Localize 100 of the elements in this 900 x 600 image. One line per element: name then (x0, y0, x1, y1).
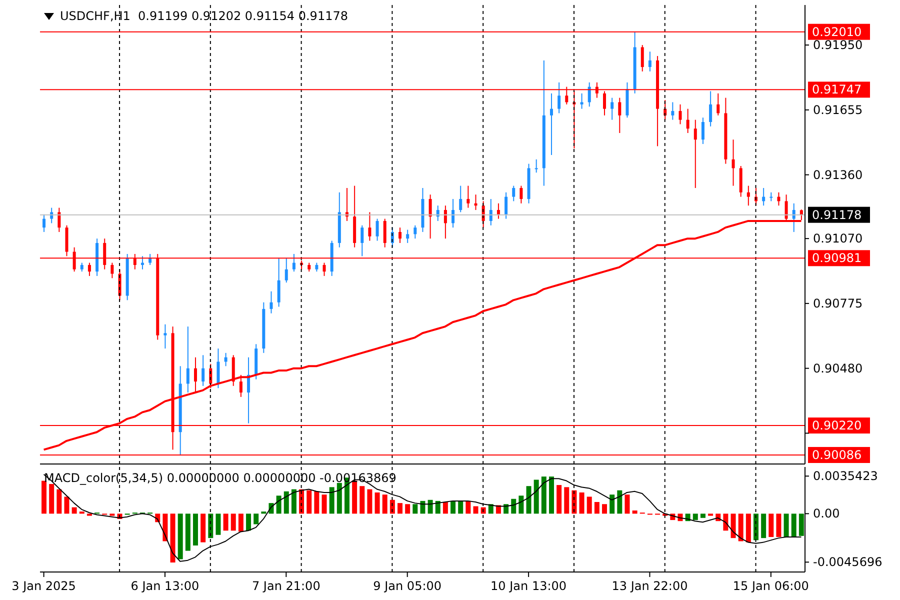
x-tick-label: 7 Jan 21:00 (252, 579, 320, 593)
candlestick (686, 108, 690, 134)
candlestick (558, 82, 561, 114)
bar (398, 503, 403, 514)
y-tick-label: 0.90775 (813, 296, 863, 310)
candlestick (110, 262, 114, 279)
bar (753, 514, 758, 540)
candlestick (414, 224, 417, 240)
y-tick-label: 0.00 (813, 506, 840, 521)
bar (784, 514, 789, 537)
ref-line-label: 0.90086 (812, 448, 862, 462)
y-tick-label: 0.91070 (813, 232, 863, 246)
bar (791, 514, 796, 537)
bar (526, 486, 532, 514)
candlestick (800, 209, 803, 221)
bar (458, 500, 464, 514)
ref-line-label: 0.91747 (812, 82, 862, 97)
bar (534, 480, 539, 514)
candlestick (148, 253, 152, 266)
candlestick (42, 214, 46, 232)
candlestick (709, 90, 712, 127)
bar (291, 489, 296, 514)
bar (306, 490, 312, 514)
bar (511, 498, 516, 514)
bar (420, 500, 426, 514)
candlestick (777, 192, 780, 206)
bar (276, 496, 282, 514)
candlestick (140, 256, 144, 270)
candlestick (444, 205, 447, 240)
candlestick (376, 218, 379, 242)
candlestick (648, 51, 652, 72)
candlestick (459, 185, 462, 213)
x-tick-label: 13 Jan 22:00 (612, 579, 688, 593)
bar (162, 514, 168, 542)
y-tick-label: 0.91360 (813, 168, 863, 182)
candlestick (716, 92, 720, 116)
candlestick (610, 97, 614, 120)
ref-line-label: 0.92010 (812, 24, 862, 39)
candlestick (732, 139, 735, 186)
bar (329, 487, 334, 514)
bar (723, 514, 728, 531)
bar (360, 486, 365, 514)
candlestick (322, 262, 326, 276)
bar (442, 502, 448, 514)
bar (64, 496, 70, 514)
candlestick (640, 44, 644, 72)
bar (768, 514, 774, 537)
candlestick (270, 290, 273, 314)
candlestick (496, 202, 500, 220)
bar (254, 514, 259, 524)
bar (632, 510, 638, 514)
bar (435, 500, 440, 514)
bar (208, 514, 214, 538)
y-tick-label: 0.90480 (813, 361, 863, 376)
candlestick (186, 326, 190, 394)
candlestick (284, 258, 288, 284)
candlestick (534, 158, 538, 174)
ref-line-label: 0.90981 (812, 251, 862, 266)
bar (223, 514, 228, 531)
bar (466, 500, 471, 514)
candlestick (504, 192, 508, 220)
y-tick-label: 0.91655 (813, 102, 863, 117)
bar (200, 514, 206, 542)
candlestick (520, 185, 523, 204)
bar (238, 514, 244, 532)
candlestick (466, 185, 470, 208)
bar (798, 514, 804, 536)
bar (230, 514, 236, 531)
bar (42, 480, 47, 514)
candlestick (406, 229, 410, 244)
y-tick-label: 0.91950 (813, 38, 863, 52)
candlestick (474, 194, 478, 210)
bar (548, 476, 554, 514)
candlestick (277, 258, 280, 308)
y-tick-label: 0.0035423 (813, 469, 878, 484)
candlestick (792, 202, 796, 232)
bar (556, 485, 562, 514)
bar (617, 490, 622, 514)
bar (602, 504, 608, 514)
bar (336, 482, 342, 514)
x-tick-label: 6 Jan 13:00 (130, 579, 200, 593)
ref-line-label: 0.91178 (812, 208, 862, 222)
bar (374, 492, 380, 514)
candlestick (580, 92, 584, 110)
candlestick (368, 212, 372, 242)
candlestick (224, 352, 228, 367)
candlestick (360, 224, 364, 257)
bar (473, 506, 478, 514)
bar (56, 489, 62, 514)
bar (284, 491, 289, 514)
candlestick (239, 374, 242, 398)
candlestick (88, 262, 91, 276)
bar (428, 500, 433, 514)
candlestick (618, 97, 622, 134)
bar (776, 514, 782, 537)
bar (49, 484, 54, 514)
bar (178, 514, 183, 560)
x-tick-label: 10 Jan 13:00 (490, 579, 567, 593)
bar (246, 514, 252, 531)
bar (564, 487, 570, 514)
